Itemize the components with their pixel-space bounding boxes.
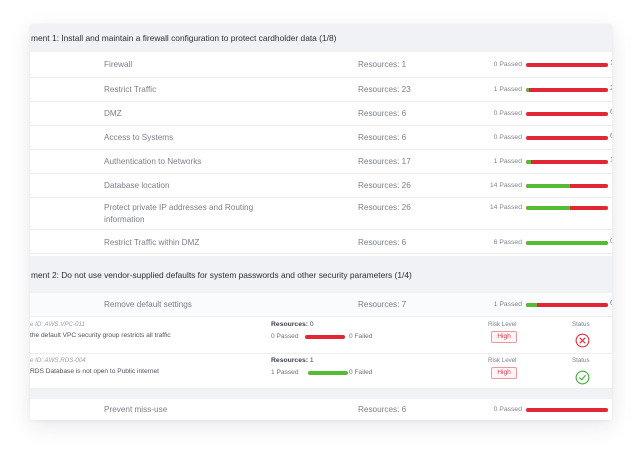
rule-failed: 0 Failed	[349, 333, 373, 340]
control-passed: 0 Passed	[493, 406, 522, 413]
control-name: Protect private IP addresses and Routing	[104, 203, 254, 212]
control-failed: 2	[610, 85, 612, 92]
pass-fail-bar	[526, 112, 608, 116]
requirement-2-header[interactable]: ment 2: Do not use vendor-supplied defau…	[30, 256, 612, 293]
control-name: Authentication to Networks	[104, 157, 202, 166]
requirement-2-title: ment 2: Do not use vendor-supplied defau…	[31, 269, 412, 280]
control-failed: 0	[610, 238, 612, 245]
pass-fail-bar	[526, 241, 608, 245]
risk-badge: High	[491, 331, 517, 343]
control-name: Remove default settings	[104, 300, 192, 309]
status-label: Status	[572, 321, 590, 328]
control-name: DMZ	[104, 109, 122, 118]
control-name: Restrict Traffic within DMZ	[104, 238, 200, 247]
control-name: Firewall	[104, 60, 133, 69]
rule-row-vpc-011[interactable]: e ID: AWS.VPC-011 the default VPC securi…	[30, 317, 612, 354]
pass-fill	[526, 160, 531, 164]
pass-fail-bar	[526, 63, 608, 67]
control-row-authentication[interactable]: Authentication to Networks Resources: 17…	[30, 150, 612, 174]
control-row-firewall[interactable]: Firewall Resources: 1 0 Passed 1	[30, 52, 612, 78]
risk-level-label: Risk Level	[488, 357, 517, 364]
compliance-card: ment 1: Install and maintain a firewall …	[30, 24, 612, 420]
pass-fill	[526, 303, 538, 307]
control-resources: Resources: 26	[358, 181, 411, 190]
control-failed: 6	[610, 300, 612, 307]
pass-fail-bar	[526, 160, 608, 164]
pass-fill	[526, 184, 571, 188]
control-resources: Resources: 6	[358, 238, 407, 247]
failed-x-icon	[575, 333, 590, 348]
control-failed: 6	[610, 109, 612, 116]
control-passed: 1 Passed	[493, 301, 522, 308]
control-failed: 1	[610, 60, 612, 67]
control-resources: Resources: 6	[358, 405, 407, 414]
control-failed: 1	[610, 157, 612, 164]
control-name: Database location	[104, 181, 170, 190]
control-name-line2: information	[104, 215, 145, 224]
control-resources: Resources: 1	[358, 60, 407, 69]
pass-fail-bar	[526, 303, 608, 307]
rule-description: RDS Database is not open to Public inter…	[30, 368, 160, 375]
rule-id: e ID: AWS.RDS-004	[30, 357, 86, 364]
control-name: Restrict Traffic	[104, 85, 157, 94]
control-resources: Resources: 17	[358, 157, 411, 166]
control-row-dmz[interactable]: DMZ Resources: 6 0 Passed 6	[30, 102, 612, 126]
control-name: Prevent miss-use	[104, 405, 168, 414]
control-row-protect-private-ip[interactable]: Protect private IP addresses and Routing…	[30, 198, 612, 230]
control-passed: 1 Passed	[493, 86, 522, 93]
pass-fail-bar	[526, 88, 608, 92]
control-row-database-location[interactable]: Database location Resources: 26 14 Passe…	[30, 174, 612, 198]
control-passed: 1 Passed	[493, 158, 522, 165]
pass-fail-bar	[526, 206, 608, 210]
pass-fail-bar	[526, 408, 608, 412]
pass-fail-bar	[526, 184, 608, 188]
control-failed: 6	[610, 133, 612, 140]
control-row-restrict-traffic-dmz[interactable]: Restrict Traffic within DMZ Resources: 6…	[30, 230, 612, 254]
control-passed: 0 Passed	[493, 134, 522, 141]
rule-result-bar	[305, 335, 345, 339]
rule-passed: 1 Passed	[271, 369, 299, 376]
control-passed: 0 Passed	[493, 110, 522, 117]
control-resources: Resources: 6	[358, 109, 407, 118]
pass-fill	[526, 241, 608, 245]
rule-result-bar	[308, 371, 348, 375]
requirement-1-title: ment 1: Install and maintain a firewall …	[31, 33, 337, 43]
rule-resources: Resources: 1	[271, 357, 314, 364]
control-row-restrict-traffic[interactable]: Restrict Traffic Resources: 23 1 Passed …	[30, 78, 612, 102]
control-row-access-to-systems[interactable]: Access to Systems Resources: 6 0 Passed …	[30, 126, 612, 150]
control-passed: 0 Passed	[493, 61, 522, 68]
control-passed: 14 Passed	[489, 204, 522, 211]
pass-fail-bar	[526, 136, 608, 140]
control-row-remove-default-settings[interactable]: Remove default settings Resources: 7 1 P…	[30, 293, 612, 317]
risk-badge: High	[491, 367, 517, 379]
rule-passed: 0 Passed	[271, 333, 299, 340]
passed-check-icon	[575, 370, 590, 385]
section-divider	[30, 389, 612, 399]
control-resources: Resources: 6	[358, 133, 407, 142]
control-row-prevent-miss-use[interactable]: Prevent miss-use Resources: 6 0 Passed	[30, 399, 612, 420]
status-label: Status	[572, 357, 590, 364]
rule-resources: Resources: 0	[271, 321, 314, 328]
requirement-1-header[interactable]: ment 1: Install and maintain a firewall …	[30, 24, 612, 52]
control-passed: 6 Passed	[493, 239, 522, 246]
rule-description: the default VPC security group restricts…	[30, 332, 171, 339]
rule-row-rds-004[interactable]: e ID: AWS.RDS-004 RDS Database is not op…	[30, 354, 612, 389]
control-passed: 14 Passed	[489, 182, 522, 189]
pass-fill	[526, 206, 571, 210]
risk-level-label: Risk Level	[488, 321, 517, 328]
control-resources: Resources: 23	[358, 85, 411, 94]
control-resources: Resources: 7	[358, 300, 407, 309]
control-resources: Resources: 26	[358, 203, 411, 212]
pass-fill	[526, 88, 530, 92]
rule-failed: 0 Failed	[349, 369, 373, 376]
rule-id: e ID: AWS.VPC-011	[30, 321, 85, 328]
control-name: Access to Systems	[104, 133, 174, 142]
